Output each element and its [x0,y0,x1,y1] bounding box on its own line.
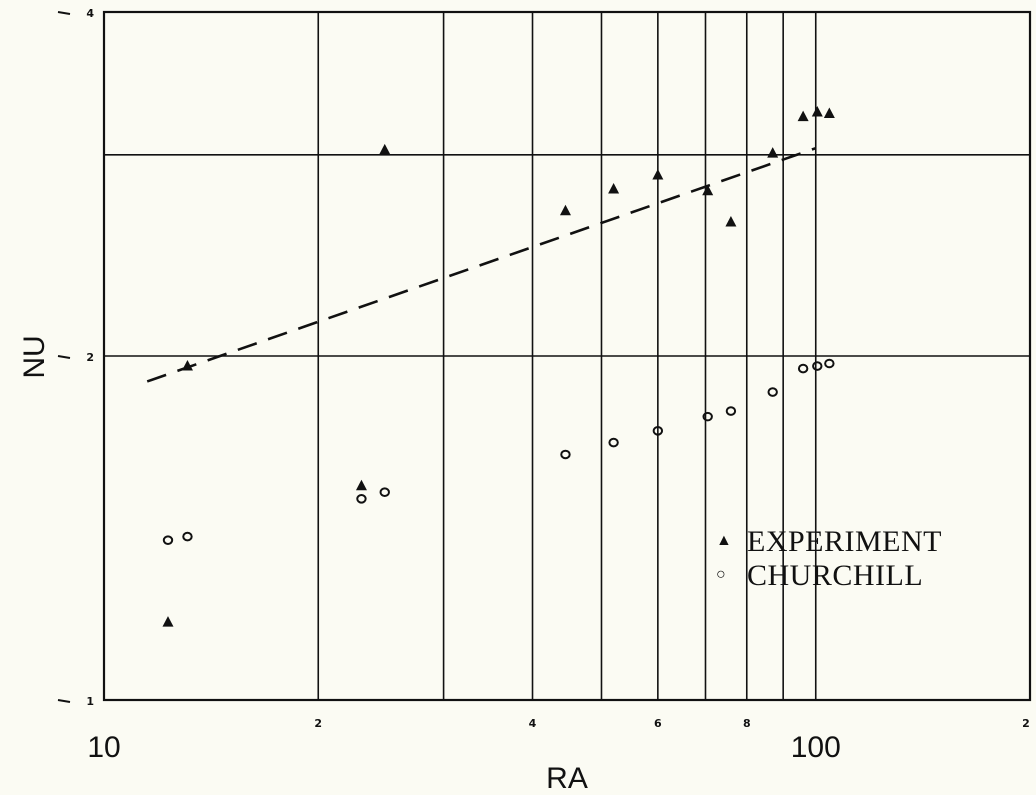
y-axis-label: NU [18,335,51,378]
axis-ticks: 10 2 4 6 8 100 2 1 2 4 [57,7,1030,764]
experiment-point [797,110,809,122]
y-tick-mark [57,699,71,703]
legend: ▲ EXPERIMENT ○ CHURCHILL [716,525,942,592]
grid-lines [104,12,1030,700]
y-tick-label: 2 [86,351,94,364]
x-axis-label: RA [546,762,588,795]
experiment-point [181,360,193,371]
churchill-point [162,535,174,545]
experiment-point [811,106,823,117]
experiment-point [379,143,391,155]
dashed-fit-line [146,146,817,383]
churchill-point [608,437,619,448]
churchill-point [379,487,390,497]
x-tick-label: 4 [529,717,537,730]
x-tick-label: 6 [654,717,662,730]
churchill-point [725,406,737,416]
experiment-point [725,215,737,227]
churchill-point [767,387,778,397]
experiment-point [162,616,174,627]
churchill-point [356,493,367,504]
churchill-point [560,449,571,460]
churchill-point [182,531,193,542]
churchill-point [797,363,809,374]
experiment-point [767,147,779,158]
legend-experiment-label: EXPERIMENT [747,525,942,558]
plot-frame [102,10,1032,702]
legend-experiment-symbol: ▲ [716,532,732,549]
experiment-point [823,107,835,119]
y-tick-mark [57,355,71,359]
x-tick-label: 10 [87,731,120,764]
y-tick-label: 1 [86,695,94,708]
y-tick-mark [57,11,71,15]
x-tick-label: 8 [743,717,751,730]
churchill-point [652,426,664,436]
legend-churchill-label: CHURCHILL [747,559,923,592]
data-points [162,106,835,627]
experiment-point [652,169,664,180]
experiment-point [702,184,714,196]
experiment-point [608,183,620,194]
churchill-point [824,358,835,369]
x-tick-label: 2 [314,717,322,730]
legend-churchill-symbol: ○ [716,566,726,583]
experiment-point [559,204,571,216]
x-tick-label: 2 [1022,717,1030,730]
churchill-point [702,411,713,422]
y-tick-label: 4 [86,7,94,20]
x-tick-label: 100 [791,731,841,764]
churchill-point [812,361,823,371]
experiment-point [355,479,367,491]
